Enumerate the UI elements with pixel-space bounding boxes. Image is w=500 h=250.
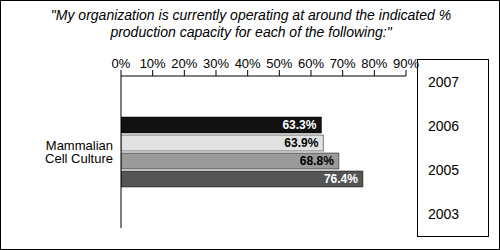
svg-text:70%: 70% bbox=[330, 56, 356, 71]
svg-text:40%: 40% bbox=[235, 56, 261, 71]
html-text:2003: 2003 bbox=[428, 206, 460, 222]
svg-text:90%: 90% bbox=[393, 56, 419, 71]
svg-text:80%: 80% bbox=[361, 56, 387, 71]
svg-text:0%: 0% bbox=[112, 56, 131, 71]
svg-text:60%: 60% bbox=[298, 56, 324, 71]
html-text:2006: 2006 bbox=[428, 118, 460, 134]
svg-text:63.9%: 63.9% bbox=[284, 136, 318, 150]
svg-text:63.3%: 63.3% bbox=[282, 118, 316, 132]
svg-text:50%: 50% bbox=[266, 56, 292, 71]
html-text:2007: 2007 bbox=[428, 74, 460, 90]
svg-text:76.4%: 76.4% bbox=[324, 172, 358, 186]
svg-text:30%: 30% bbox=[203, 56, 229, 71]
svg-text:10%: 10% bbox=[140, 56, 166, 71]
svg-text:68.8%: 68.8% bbox=[300, 154, 334, 168]
svg-text:MammalianCell Culture: MammalianCell Culture bbox=[45, 138, 113, 166]
html-text:2005: 2005 bbox=[428, 162, 460, 178]
svg-text:20%: 20% bbox=[171, 56, 197, 71]
html-text:"My organization is currently: "My organization is currently operating … bbox=[50, 7, 452, 40]
